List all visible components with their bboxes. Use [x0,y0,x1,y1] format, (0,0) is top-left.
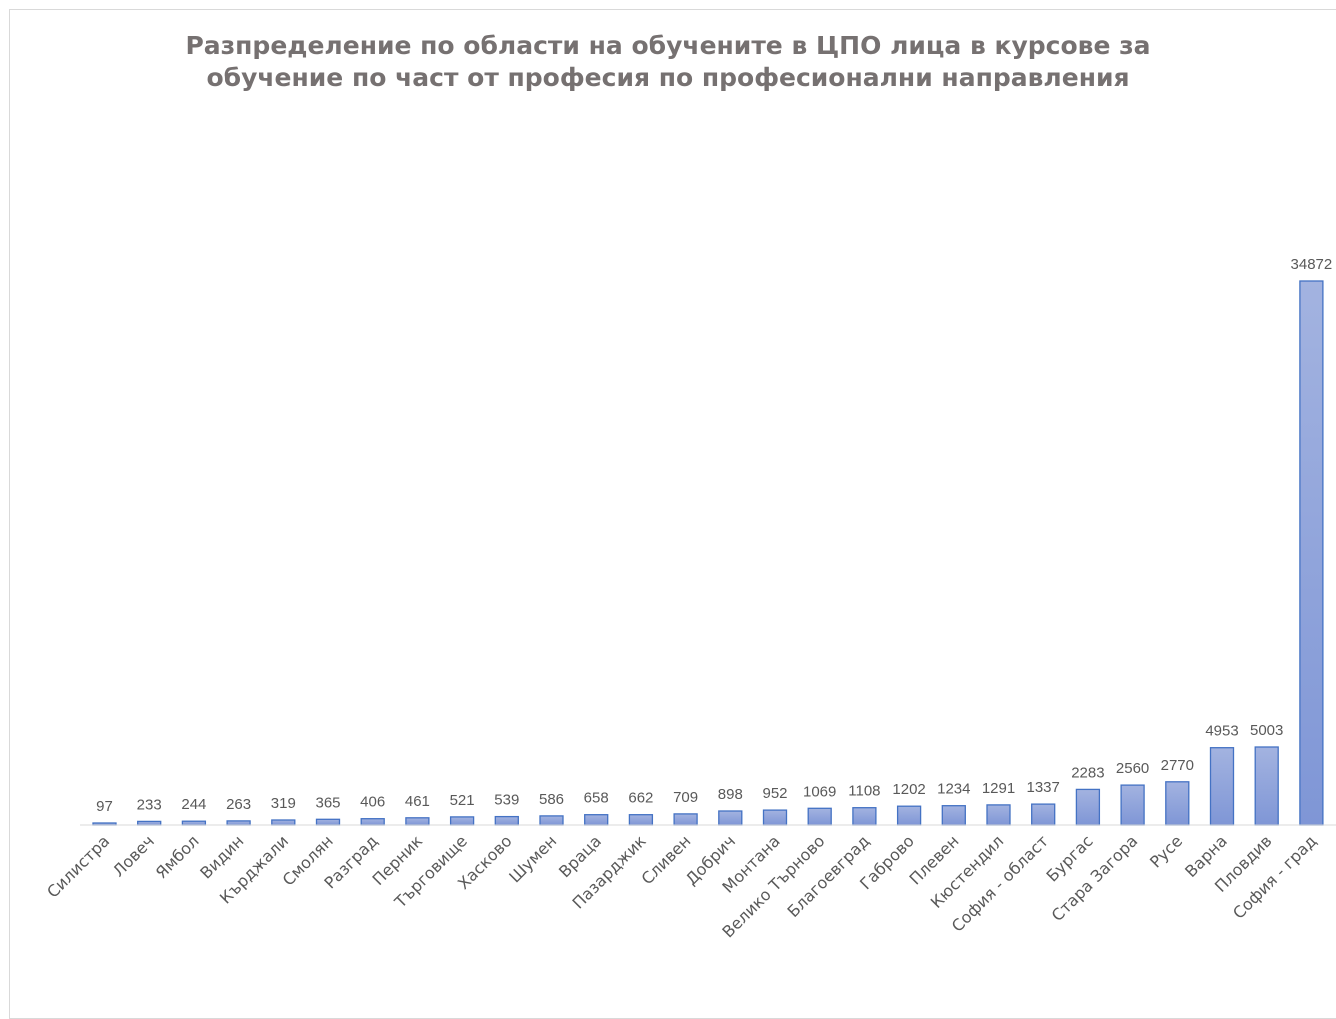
data-labels-group: 97 233 244 263 319 365 406 461 521 539 586 658 662 70… [96,256,1332,815]
bar-15 [718,810,743,826]
bar-20 [941,805,966,826]
bars-group [92,280,1324,826]
bar-18 [852,807,877,826]
data-label: 1069 [803,783,836,800]
x-tick-label: Ловеч [109,831,158,880]
bar-25 [1165,781,1190,826]
data-label: 709 [673,789,698,806]
bar-4 [226,820,251,826]
data-label: 263 [226,796,251,813]
bar-8 [405,817,430,826]
bar-7 [360,818,385,826]
bar-12 [584,814,609,826]
data-label: 34872 [1291,256,1333,273]
data-label: 2283 [1071,764,1104,781]
bar-26 [1209,747,1235,826]
chart-title: Разпределение по области на обучените в … [0,30,1336,94]
chart-title-line-2: обучение по част от професия по професио… [206,63,1130,92]
data-label: 1108 [848,783,880,800]
data-label: 319 [271,795,296,812]
data-label: 2770 [1161,757,1194,774]
bar-28 [1299,280,1324,826]
bar-17 [807,807,832,826]
bar-22 [1031,803,1056,826]
bar-27 [1254,746,1279,826]
bar-3 [181,820,207,826]
bar-19 [896,805,922,826]
data-label: 1291 [982,780,1015,797]
data-label: 1337 [1027,779,1060,796]
x-tick-label: Силистра [43,831,113,901]
bar-13 [628,814,654,826]
bar-21 [986,804,1011,826]
data-label: 461 [405,793,430,810]
data-label: 539 [494,792,519,809]
bar-6 [315,818,341,826]
data-label: 244 [181,796,206,813]
x-tick-label: Русе [1146,831,1186,871]
data-label: 898 [718,786,743,803]
bar-11 [539,815,564,826]
bar-2 [137,820,162,826]
bar-23 [1075,788,1101,826]
data-label: 586 [539,791,564,808]
x-tick-labels-group: СилистраЛовечЯмболВидинКърджалиСмолянРаз… [43,831,1320,941]
data-label: 406 [360,794,385,811]
data-label: 1234 [937,781,970,798]
data-label: 97 [96,798,113,815]
bar-24 [1120,784,1145,826]
data-label: 5003 [1250,722,1283,739]
data-label: 658 [584,790,609,807]
bar-14 [673,813,698,826]
bar-5 [271,819,296,826]
data-label: 952 [762,785,787,802]
data-label: 1202 [892,781,925,798]
data-label: 365 [315,794,340,811]
bar-16 [762,809,788,826]
data-label: 233 [137,796,162,813]
x-tick-label: Ямбол [152,831,203,882]
bar-10 [494,815,519,826]
data-label: 2560 [1116,760,1149,777]
bar-9 [449,816,475,826]
chart-area [9,9,1336,1019]
data-label: 4953 [1205,723,1238,740]
chart-title-line-1: Разпределение по области на обучените в … [185,31,1151,60]
x-tick-label: Шумен [505,831,560,886]
data-label: 521 [450,792,475,809]
data-label: 662 [628,790,653,807]
